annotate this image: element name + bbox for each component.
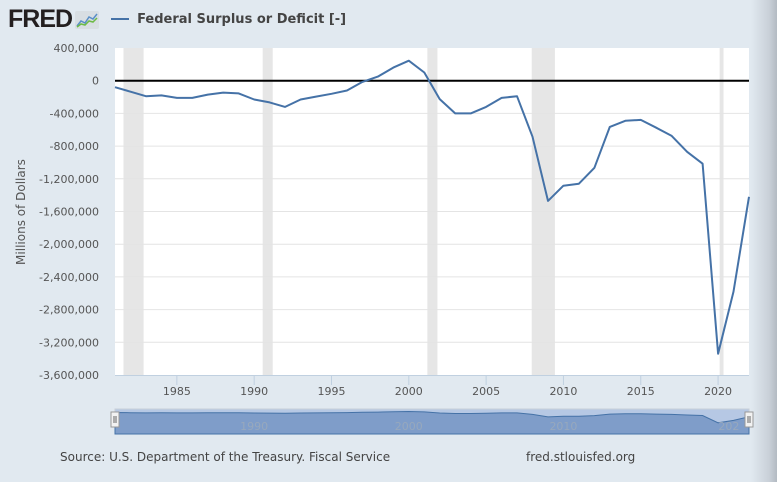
- y-tick-label: 0: [92, 75, 99, 88]
- y-tick-label: -1,200,000: [39, 173, 99, 186]
- y-tick-label: -400,000: [50, 107, 99, 120]
- navigator-handle-right[interactable]: [744, 411, 754, 428]
- navigator-tick-label: 2000: [395, 420, 423, 433]
- chart-header: FRED Federal Surplus or Deficit [-]: [8, 4, 346, 34]
- x-tick-label: 2005: [472, 385, 500, 398]
- drag-handle-icon[interactable]: [110, 411, 120, 428]
- y-tick-label: -800,000: [50, 140, 99, 153]
- window-edge-shadow: [751, 0, 777, 482]
- navigator-handle-left[interactable]: [110, 411, 120, 428]
- legend-swatch: [111, 18, 130, 20]
- legend-label[interactable]: Federal Surplus or Deficit [-]: [137, 11, 347, 27]
- y-tick-label: -1,600,000: [39, 206, 99, 219]
- chart-line-icon: [75, 11, 100, 29]
- navigator-tick-label: 202: [718, 420, 739, 433]
- source-note: Source: U.S. Department of the Treasury.…: [60, 450, 391, 464]
- y-tick-label: -2,000,000: [39, 238, 99, 251]
- x-tick-label: 2010: [549, 385, 577, 398]
- series-line[interactable]: [114, 59, 750, 355]
- y-tick-label: -2,400,000: [39, 271, 99, 284]
- y-tick-label: 400,000: [54, 42, 100, 55]
- navigator-tick-label: 2010: [549, 420, 577, 433]
- x-tick-label: 2000: [395, 385, 423, 398]
- fred-logo[interactable]: FRED: [8, 4, 73, 33]
- navigator-tick-label: 1990: [240, 420, 268, 433]
- x-tick-label: 1995: [317, 385, 345, 398]
- x-tick-label: 1990: [240, 385, 268, 398]
- x-tick-label: 2020: [704, 385, 732, 398]
- y-tick-label: -3,600,000: [39, 369, 99, 382]
- x-tick-label: 1985: [163, 385, 191, 398]
- navigator-series-area: [114, 410, 750, 435]
- x-tick-label: 2015: [627, 385, 655, 398]
- y-tick-label: -3,200,000: [39, 336, 99, 349]
- drag-handle-icon[interactable]: [744, 411, 754, 428]
- y-tick-label: -2,800,000: [39, 304, 99, 317]
- site-link[interactable]: fred.stlouisfed.org: [526, 450, 636, 464]
